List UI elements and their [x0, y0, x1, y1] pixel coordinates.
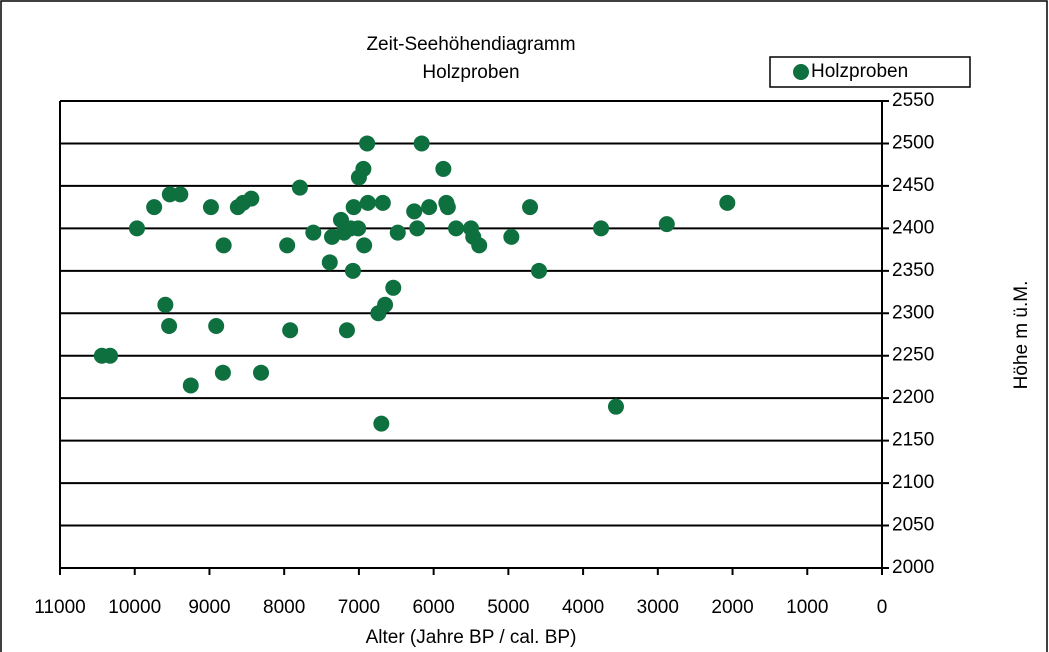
point: [202, 199, 219, 216]
point: [182, 377, 199, 394]
x-tick-label: 9000: [188, 597, 230, 618]
point: [344, 262, 361, 279]
point: [214, 364, 231, 381]
x-tick-label: 2000: [711, 597, 753, 618]
point: [658, 216, 675, 233]
point: [373, 415, 390, 432]
point: [305, 224, 322, 241]
x-tick-label: 0: [877, 597, 888, 618]
y-tick-label: 2450: [892, 175, 934, 196]
point: [377, 296, 394, 313]
point: [321, 254, 338, 271]
x-axis-label: Alter (Jahre BP / cal. BP): [366, 627, 577, 648]
point: [522, 199, 539, 216]
y-tick-label: 2100: [892, 472, 934, 493]
x-tick-label: 3000: [637, 597, 679, 618]
point: [172, 186, 189, 203]
legend-marker: [793, 64, 809, 80]
point: [471, 237, 488, 254]
point: [102, 347, 119, 364]
y-tick-label: 2400: [892, 217, 934, 238]
point: [389, 224, 406, 241]
chart-title: Zeit-Seehöhendiagramm: [366, 34, 575, 55]
x-tick-label: 8000: [263, 597, 305, 618]
point: [350, 220, 367, 237]
y-tick-label: 2050: [892, 515, 934, 536]
point: [439, 199, 456, 216]
y-tick-label: 2350: [892, 260, 934, 281]
point: [385, 279, 402, 296]
point: [161, 318, 178, 335]
point: [359, 194, 376, 211]
x-tick-label: 4000: [562, 597, 604, 618]
point: [421, 199, 438, 216]
point: [243, 190, 260, 207]
point: [208, 318, 225, 335]
point: [448, 220, 465, 237]
y-tick-label: 2500: [892, 132, 934, 153]
x-tick-label: 7000: [338, 597, 380, 618]
x-tick-label: 5000: [487, 597, 529, 618]
point: [406, 203, 423, 220]
point: [279, 237, 296, 254]
point: [409, 220, 426, 237]
y-tick-label: 2150: [892, 430, 934, 451]
x-tick-label: 1000: [786, 597, 828, 618]
y-tick-label: 2000: [892, 557, 934, 578]
point: [128, 220, 145, 237]
point: [157, 296, 174, 313]
y-tick-label: 2250: [892, 345, 934, 366]
point: [253, 364, 270, 381]
point: [607, 398, 624, 415]
point: [374, 194, 391, 211]
point: [531, 262, 548, 279]
point: [215, 237, 232, 254]
point: [146, 199, 163, 216]
point: [719, 194, 736, 211]
x-tick-label: 10000: [108, 597, 161, 618]
y-tick-label: 2300: [892, 302, 934, 323]
x-tick-label: 11000: [34, 597, 85, 618]
legend-label: Holzproben: [811, 61, 908, 82]
y-tick-label: 2200: [892, 387, 934, 408]
point: [282, 322, 299, 339]
point: [338, 322, 355, 339]
point: [355, 160, 372, 177]
point: [593, 220, 610, 237]
point: [356, 237, 373, 254]
point: [359, 135, 376, 152]
y-tick-label: 2550: [892, 90, 934, 111]
chart-subtitle: Holzproben: [422, 62, 519, 83]
point: [413, 135, 430, 152]
x-tick-label: 6000: [412, 597, 454, 618]
point: [435, 160, 452, 177]
point: [345, 199, 362, 216]
point: [503, 228, 520, 245]
y-axis-label: Höhe m ü.M.: [1011, 281, 1032, 390]
point: [291, 179, 308, 196]
